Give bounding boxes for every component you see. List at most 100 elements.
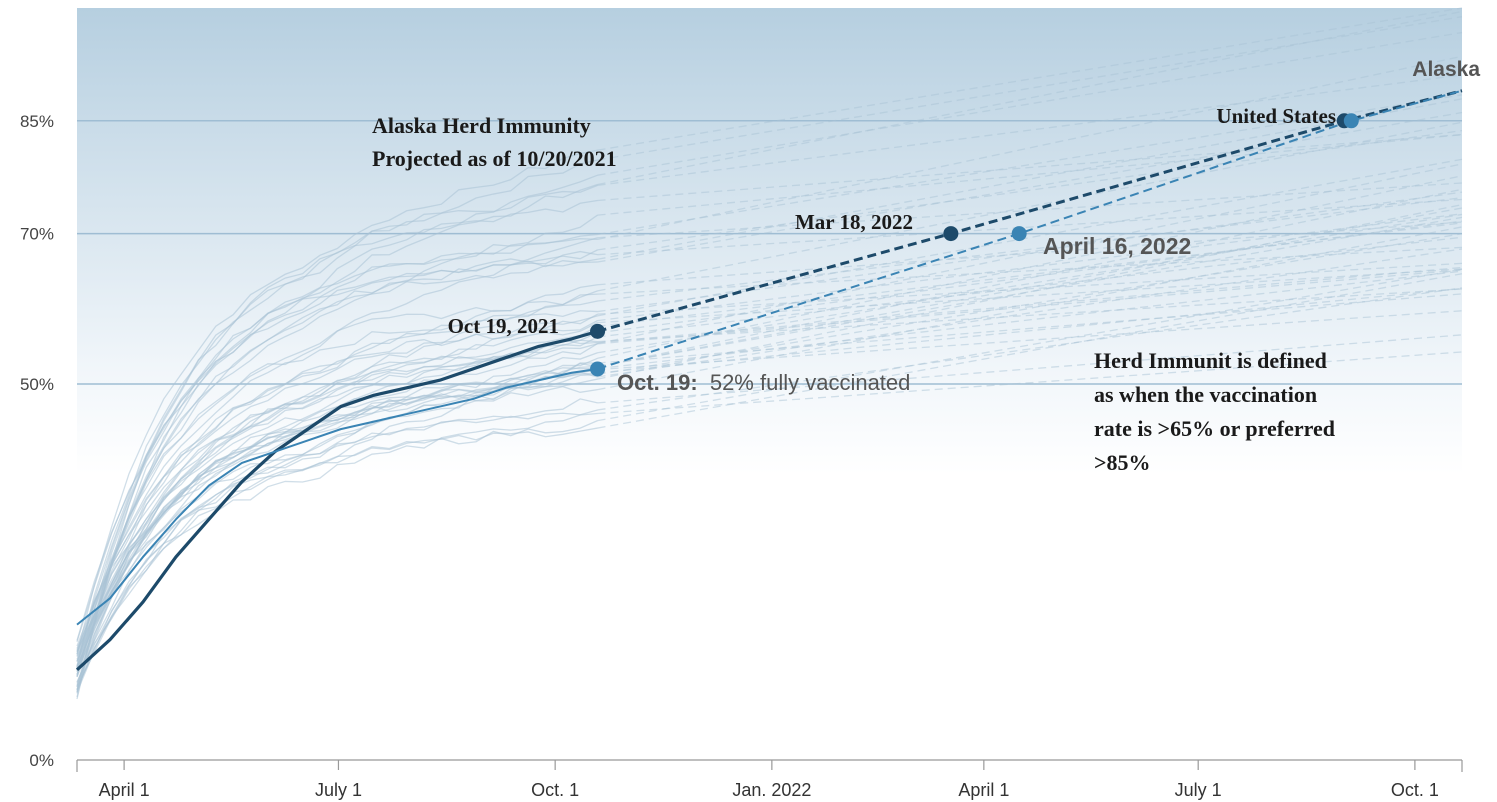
state-actual-line [76,365,598,658]
state-projected-line [597,213,1463,354]
state-actual-line [76,214,598,677]
x-tick-label: April 1 [958,780,1009,800]
state-projected-line [597,222,1463,327]
y-axis-ticks: 0% 50% 70% 85% [20,112,54,770]
state-actual-line [76,174,598,676]
state-projected-line [597,226,1463,391]
state-actual-line [76,199,598,694]
chart-subtitle: Projected as of 10/20/2021 [372,146,617,171]
state-actual-line [76,290,598,688]
annotation-us-label: United States [1216,104,1336,128]
state-projected-line [597,236,1463,338]
x-tick-label: Oct. 1 [1391,780,1439,800]
x-tick-label: Jan. 2022 [732,780,811,800]
annotation-alaska-oct19: Oct. 19: 52% fully vaccinated [617,370,910,395]
x-axis-ticks: April 1 July 1 Oct. 1 Jan. 2022 April 1 July … [99,760,1439,800]
state-actual-line [76,238,598,687]
chart-title: Alaska Herd Immunity [372,113,591,138]
state-actual-line [76,352,598,654]
annotation-us-oct19: Oct 19, 2021 [448,314,559,338]
state-projected-line [597,268,1463,324]
state-projected-line [597,94,1463,236]
annotation-alaska-oct19-text: 52% fully vaccinated [710,370,911,395]
state-projected-line [597,270,1463,370]
state-projected-line [597,10,1463,186]
state-projected-line [597,287,1463,374]
y-tick-label: 50% [20,375,54,394]
state-actual-line [76,315,598,652]
united-states-actual-line [75,329,598,671]
alaska-point-85 [1343,113,1359,129]
state-projected-line [597,288,1463,343]
state-projected-line [597,197,1463,302]
state-actual-line [76,343,598,662]
state-actual-line [76,362,598,684]
state-actual-line [76,325,598,660]
state-actual-line [76,310,598,667]
state-actual-line [76,398,598,693]
alaska-point-apr16 [1011,226,1027,242]
x-axis [76,759,1463,772]
state-projected-line [597,287,1463,411]
data-points [590,113,1359,377]
note-line-3: rate is >65% or preferred [1094,416,1335,441]
united-states-projected-line [597,89,1463,333]
state-projected-line [597,248,1463,378]
state-actual-line [76,362,598,662]
state-projected-line [597,207,1463,368]
state-projected-line [597,134,1463,216]
state-projected-line [597,133,1463,202]
state-actual-line [76,149,598,655]
background-state-lines [76,7,1463,700]
state-projected-line [597,188,1463,368]
gridlines [77,120,1462,385]
state-projected-line [597,98,1463,260]
state-actual-line [76,284,598,655]
state-projected-line [597,7,1463,151]
x-tick-label: July 1 [1175,780,1222,800]
y-tick-label: 0% [29,751,54,770]
annotation-alaska-oct19-bold: Oct. 19: [617,370,698,395]
us-point-oct19 [590,323,606,339]
annotation-alaska-label: Alaska [1412,58,1480,81]
state-projected-line [597,293,1463,364]
state-projected-line [597,269,1463,345]
x-tick-label: July 1 [315,780,362,800]
x-tick-label: Oct. 1 [531,780,579,800]
alaska-point-oct19 [590,361,606,377]
note-line-1: Herd Immunit is defined [1094,348,1327,373]
state-projected-line [597,351,1463,415]
state-projected-line [597,111,1463,263]
state-projected-line [597,198,1463,256]
x-tick-label: April 1 [99,780,150,800]
series-lines [75,89,1463,671]
state-projected-line [597,175,1463,359]
state-actual-line [76,233,598,698]
state-projected-line [597,204,1463,380]
state-projected-line [597,273,1463,429]
state-actual-line [76,258,598,677]
state-actual-line [76,260,598,642]
annotation-us-mar18: Mar 18, 2022 [795,210,913,234]
state-projected-line [597,158,1463,317]
state-projected-line [597,31,1463,176]
y-tick-label: 70% [20,225,54,244]
note-line-4: >85% [1094,450,1151,475]
state-projected-line [597,262,1463,315]
state-projected-line [597,129,1463,251]
state-actual-line [76,412,598,683]
y-tick-label: 85% [20,112,54,131]
state-projected-line [597,74,1463,187]
state-projected-line [597,191,1463,313]
state-projected-line [597,246,1463,295]
us-point-mar18 [943,226,959,242]
state-projected-line [597,55,1463,241]
state-projected-line [597,310,1463,371]
state-projected-line [597,216,1463,367]
alaska-projected-line [597,89,1463,370]
annotation-alaska-apr16: April 16, 2022 [1043,233,1191,259]
state-actual-line [76,183,598,667]
state-projected-line [597,221,1463,286]
